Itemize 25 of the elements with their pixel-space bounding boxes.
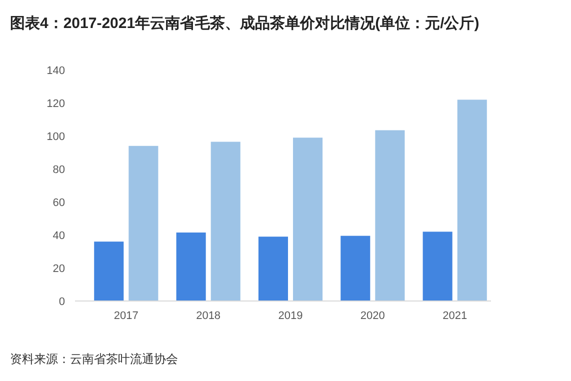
bar <box>176 232 206 301</box>
bar <box>457 100 487 301</box>
y-tick-label: 60 <box>52 196 65 209</box>
y-tick-label: 120 <box>46 98 65 110</box>
x-tick-label: 2021 <box>442 310 468 322</box>
bar <box>258 236 288 301</box>
x-tick-label: 2018 <box>196 310 221 322</box>
bar <box>340 236 370 301</box>
bar <box>128 146 158 301</box>
x-tick-label: 2020 <box>360 310 385 322</box>
bar <box>422 232 452 301</box>
x-tick-label: 2017 <box>114 310 138 322</box>
bar <box>375 130 405 301</box>
y-tick-label: 40 <box>52 230 65 242</box>
y-tick-label: 20 <box>52 262 65 275</box>
chart-title: 图表4：2017-2021年云南省毛茶、成品茶单价对比情况(单位：元/公斤) <box>10 15 480 32</box>
y-tick-label: 100 <box>46 130 65 143</box>
bar <box>94 242 124 301</box>
y-tick-label: 0 <box>58 296 65 308</box>
bar <box>293 138 323 301</box>
y-tick-label: 80 <box>52 164 65 176</box>
text: 资料来源：云南省茶叶流通协会 <box>10 352 178 366</box>
x-tick-label: 2019 <box>278 310 303 322</box>
y-tick-label: 140 <box>46 64 65 77</box>
bar <box>210 142 240 301</box>
